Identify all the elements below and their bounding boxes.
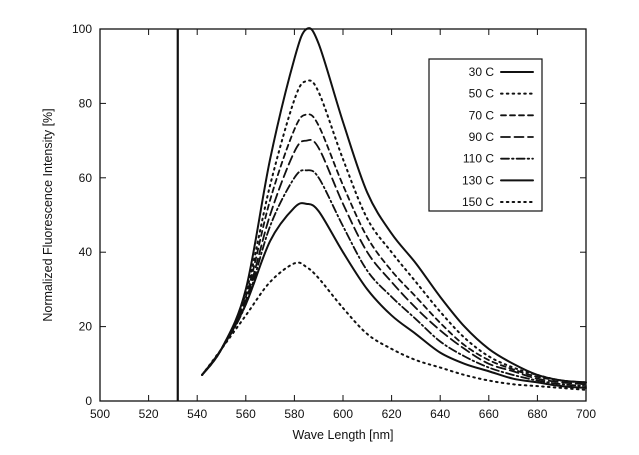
y-tick-label: 100 bbox=[72, 22, 92, 36]
x-axis-title: Wave Length [nm] bbox=[293, 428, 394, 442]
y-tick-label: 20 bbox=[79, 320, 93, 334]
x-tick-label: 620 bbox=[382, 407, 402, 421]
legend-label: 110 C bbox=[463, 152, 494, 166]
y-tick-label: 80 bbox=[79, 96, 93, 110]
x-tick-label: 580 bbox=[284, 407, 304, 421]
x-tick-label: 680 bbox=[527, 407, 547, 421]
legend-label: 150 C bbox=[462, 195, 494, 209]
series-line bbox=[201, 27, 587, 384]
legend-label: 130 C bbox=[462, 173, 494, 187]
series-line bbox=[201, 139, 587, 386]
x-tick-label: 540 bbox=[187, 407, 207, 421]
y-tick-label: 0 bbox=[85, 394, 92, 408]
series-line bbox=[201, 261, 587, 391]
x-tick-label: 700 bbox=[576, 407, 596, 421]
series-line bbox=[201, 169, 587, 388]
series-line bbox=[201, 113, 587, 384]
x-tick-label: 560 bbox=[236, 407, 256, 421]
y-axis-title: Normalized Fluorescence Intensity [%] bbox=[41, 108, 55, 321]
axes: 500 520 540 560 580 600 620 640 660 680 700 0 20 40 60… bbox=[72, 22, 596, 421]
legend-label: 50 C bbox=[469, 87, 495, 101]
x-tick-label: 500 bbox=[90, 407, 110, 421]
y-tick-label: 60 bbox=[79, 171, 93, 185]
legend-label: 70 C bbox=[469, 108, 495, 122]
legend: 30 C 50 C 70 C 90 C 110 C 130 C 150 C bbox=[428, 58, 543, 212]
x-tick-label: 640 bbox=[430, 407, 450, 421]
legend-box bbox=[428, 58, 543, 212]
y-tick-label: 40 bbox=[79, 245, 93, 259]
series-line bbox=[201, 202, 587, 389]
series-lines bbox=[201, 27, 587, 391]
legend-label: 90 C bbox=[469, 130, 495, 144]
x-tick-label: 520 bbox=[139, 407, 159, 421]
x-tick-label: 660 bbox=[479, 407, 499, 421]
x-tick-label: 600 bbox=[333, 407, 353, 421]
series-line bbox=[201, 79, 587, 384]
legend-label: 30 C bbox=[469, 65, 495, 79]
